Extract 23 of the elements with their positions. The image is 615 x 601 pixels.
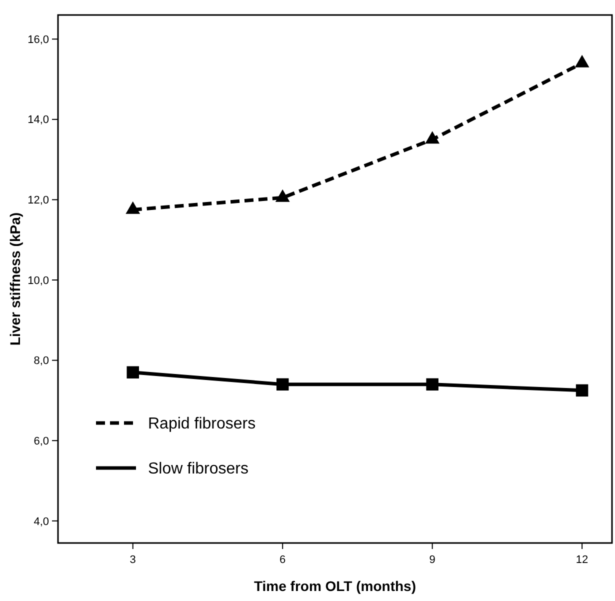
x-tick-label: 3 — [130, 554, 136, 566]
y-tick-label: 10,0 — [28, 274, 49, 287]
y-axis-title: Liver stiffness (kPa) — [7, 212, 23, 346]
legend-label: Slow fibrosers — [148, 460, 248, 478]
point — [425, 131, 440, 144]
y-tick-label: 8,0 — [34, 355, 49, 368]
x-tick-label: 6 — [280, 554, 286, 566]
y-tick-label: 6,0 — [34, 435, 49, 448]
point — [126, 366, 139, 378]
y-tick-label: 12,0 — [28, 194, 49, 207]
point — [576, 384, 588, 397]
point — [275, 189, 290, 202]
y-tick-label: 16,0 — [28, 34, 49, 46]
legend-label: Rapid fibrosers — [148, 416, 256, 433]
point — [574, 54, 590, 68]
x-tick-label: 12 — [576, 554, 588, 566]
y-tick-label: 14,0 — [28, 114, 49, 126]
x-tick-label: 9 — [429, 554, 436, 566]
point — [276, 378, 289, 391]
x-axis-title: Time from OLT (months) — [254, 578, 416, 594]
point — [426, 378, 438, 391]
y-tick-label: 4,0 — [34, 516, 49, 528]
point — [126, 201, 140, 214]
